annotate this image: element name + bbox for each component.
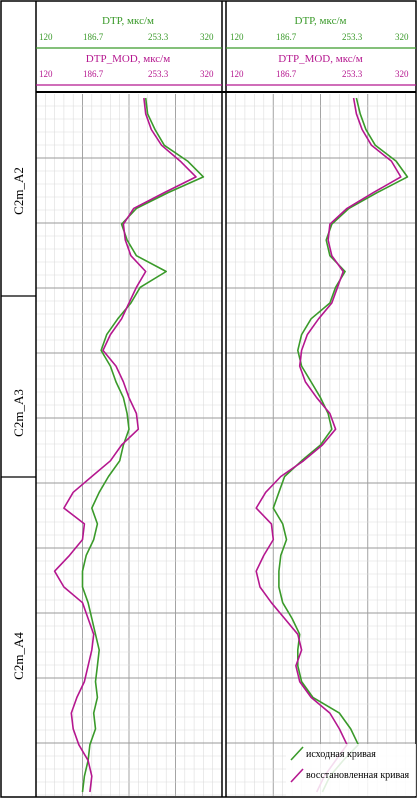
track-1-curve-2-tick-2: 253.3 xyxy=(148,69,169,79)
legend-original-swatch xyxy=(290,746,304,761)
legend-background xyxy=(286,744,416,796)
track-1-curve-2-tick-1: 186.7 xyxy=(83,69,104,79)
track-1-grid xyxy=(36,94,222,796)
track-2-curve-2-tick-0: 120 xyxy=(230,69,244,79)
legend-restored-label: восстановленная кривая xyxy=(306,770,410,781)
track-1-curve-1-tick-0: 120 xyxy=(39,32,53,42)
zone-label-a3: C2m_A3 xyxy=(11,389,26,437)
track-2-series-dtp-line xyxy=(272,97,409,793)
track-2-curve-1-title: DTP, мкс/м xyxy=(294,15,347,27)
track-1-curve-2-tick-3: 320 xyxy=(200,69,214,79)
track-2-curve-2-tick-1: 186.7 xyxy=(276,69,297,79)
track-1-curve-1-tick-3: 320 xyxy=(200,32,214,42)
track-1-curve-2-title: DTP_MOD, мкс/м xyxy=(85,53,171,65)
track-1-curves xyxy=(53,97,205,793)
track-2-curve-1-tick-1: 186.7 xyxy=(276,32,297,42)
zone-label-a2: C2m_A2 xyxy=(11,167,26,215)
track-2-curves xyxy=(255,97,409,793)
track-1-curve-1-title: DTP, мкс/м xyxy=(102,15,154,27)
track-1-curve-1-tick-1: 186.7 xyxy=(83,32,104,42)
track-1-series-dtp-line xyxy=(81,97,205,793)
track-2-series-dtp-mod-line xyxy=(255,97,402,793)
zone-label-a4: C2m_A4 xyxy=(11,632,26,680)
track-2-curve-2-tick-3: 320 xyxy=(395,69,409,79)
track-2-curve-2-title: DTP_MOD, мкс/м xyxy=(278,53,363,65)
track-1-curve-1-tick-2: 253.3 xyxy=(148,32,169,42)
track-1-curve-2-tick-0: 120 xyxy=(39,69,53,79)
track-2-curve-1-tick-2: 253.3 xyxy=(342,32,363,42)
track-1-series-dtp-mod-line xyxy=(53,97,197,793)
track-2-curve-2-tick-2: 253.3 xyxy=(342,69,363,79)
track-2-curve-1-tick-3: 320 xyxy=(395,32,409,42)
legend-marks xyxy=(286,744,416,796)
legend-original-label: исходная кривая xyxy=(306,749,376,760)
legend-restored-swatch xyxy=(290,768,304,783)
track-2-curve-1-tick-0: 120 xyxy=(230,32,244,42)
